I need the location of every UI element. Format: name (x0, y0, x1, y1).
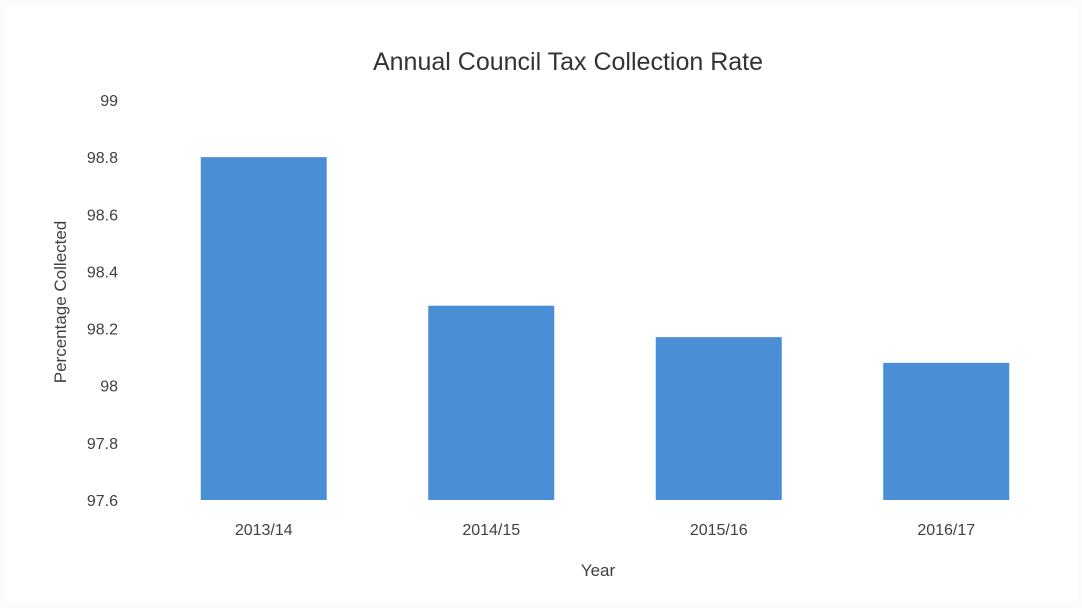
bar (200, 157, 327, 500)
y-tick-label: 98 (100, 379, 118, 396)
y-tick-label: 98.6 (87, 207, 118, 224)
y-axis-label: Percentage Collected (51, 221, 70, 384)
x-tick-label: 2014/15 (462, 522, 520, 539)
bar (428, 305, 555, 500)
bar (883, 362, 1010, 500)
chart-area (4, 6, 1078, 602)
y-tick-label: 97.8 (87, 436, 118, 453)
y-tick-label: 98.2 (87, 322, 118, 339)
y-tick-label: 97.6 (87, 493, 118, 510)
y-tick-labels: 99 98.8 98.6 98.4 98.2 98 97.8 97.6 (87, 93, 118, 510)
x-tick-label: 2013/14 (235, 522, 293, 539)
x-tick-label: 2016/17 (917, 522, 975, 539)
bars (200, 157, 1010, 500)
bar (655, 337, 782, 500)
chart-title: Annual Council Tax Collection Rate (373, 48, 763, 76)
x-tick-labels: 2013/14 2014/15 2015/16 2016/17 (235, 522, 975, 539)
y-tick-label: 98.4 (87, 264, 118, 281)
x-tick-label: 2015/16 (690, 522, 748, 539)
y-tick-label: 99 (100, 93, 118, 110)
x-axis-label: Year (581, 561, 616, 580)
y-tick-label: 98.8 (87, 150, 118, 167)
